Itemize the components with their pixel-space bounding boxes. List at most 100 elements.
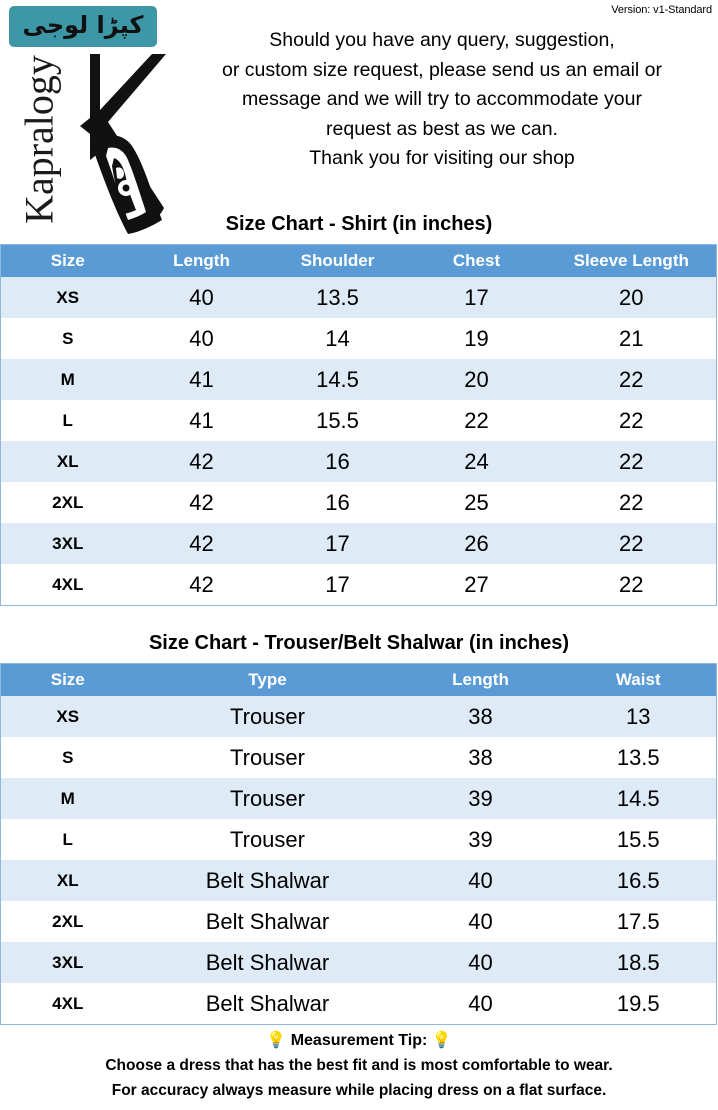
table-row: L 41 15.5 22 22 [0, 400, 717, 441]
cell-waist: 14.5 [560, 778, 717, 819]
column-header-length: Length [134, 244, 269, 277]
measurement-tip-heading: 💡 Measurement Tip: 💡 [0, 1028, 718, 1053]
cell-length: 40 [134, 318, 269, 359]
cell-shoulder: 15.5 [268, 400, 407, 441]
cell-sleeve: 20 [546, 277, 717, 318]
cell-sleeve: 22 [546, 359, 717, 400]
cell-size: XS [0, 277, 135, 318]
table-row: XL Belt Shalwar 40 16.5 [0, 860, 717, 901]
column-header-chest: Chest [406, 244, 547, 277]
ornamental-k-icon [80, 54, 166, 234]
cell-length: 40 [400, 942, 561, 983]
intro-line: or custom size request, please send us a… [221, 58, 663, 81]
column-header-type: Type [134, 663, 401, 696]
table-row: 4XL Belt Shalwar 40 19.5 [0, 983, 717, 1025]
cell-size: XL [0, 441, 135, 482]
table-row: XS Trouser 38 13 [0, 696, 717, 737]
column-header-size: Size [0, 244, 135, 277]
cell-waist: 13.5 [560, 737, 717, 778]
cell-shoulder: 17 [268, 564, 407, 606]
table-row: M 41 14.5 20 22 [0, 359, 717, 400]
cell-size: 2XL [0, 901, 135, 942]
cell-shoulder: 16 [268, 441, 407, 482]
cell-chest: 17 [406, 277, 547, 318]
cell-type: Trouser [134, 819, 401, 860]
cell-size: 2XL [0, 482, 135, 523]
intro-line: message and we will try to accommodate y… [242, 88, 642, 110]
table-header-row: Size Length Shoulder Chest Sleeve Length [0, 244, 717, 277]
cell-shoulder: 16 [268, 482, 407, 523]
cell-length: 42 [134, 564, 269, 606]
cell-shoulder: 14 [268, 318, 407, 359]
cell-sleeve: 21 [546, 318, 717, 359]
cell-size: 3XL [0, 942, 135, 983]
cell-length: 39 [400, 819, 561, 860]
cell-sleeve: 22 [546, 523, 717, 564]
shirt-chart-title: Size Chart - Shirt (in inches) [225, 213, 493, 235]
cell-sleeve: 22 [546, 564, 717, 606]
cell-chest: 27 [406, 564, 547, 606]
cell-type: Belt Shalwar [134, 942, 401, 983]
shirt-size-table: Size Length Shoulder Chest Sleeve Length… [0, 244, 717, 606]
cell-length: 40 [400, 983, 561, 1025]
cell-length: 40 [134, 277, 269, 318]
table-row: 2XL Belt Shalwar 40 17.5 [0, 901, 717, 942]
cell-type: Trouser [134, 696, 401, 737]
lightbulb-icon-right: 💡 [431, 1030, 452, 1049]
cell-length: 38 [400, 696, 561, 737]
cell-waist: 16.5 [560, 860, 717, 901]
brand-logo: کپڑا لوجی Kapralogy [0, 4, 170, 239]
intro-line: Should you have any query, suggestion, [269, 29, 615, 51]
cell-size: XS [0, 696, 135, 737]
table-row: L Trouser 39 15.5 [0, 819, 717, 860]
table-row: 3XL 42 17 26 22 [0, 523, 717, 564]
cell-size: 3XL [0, 523, 135, 564]
cell-waist: 15.5 [560, 819, 717, 860]
cell-length: 38 [400, 737, 561, 778]
cell-length: 40 [400, 901, 561, 942]
brand-badge: کپڑا لوجی [9, 6, 157, 47]
cell-size: L [0, 400, 135, 441]
cell-chest: 22 [406, 400, 547, 441]
cell-chest: 25 [406, 482, 547, 523]
table-row: 3XL Belt Shalwar 40 18.5 [0, 942, 717, 983]
cell-chest: 26 [406, 523, 547, 564]
cell-waist: 19.5 [560, 983, 717, 1025]
cell-waist: 13 [560, 696, 717, 737]
cell-shoulder: 13.5 [268, 277, 407, 318]
cell-type: Belt Shalwar [134, 983, 401, 1025]
cell-length: 42 [134, 441, 269, 482]
footer-tip-line: For accuracy always measure while placin… [111, 1082, 607, 1099]
table-row: S 40 14 19 21 [0, 318, 717, 359]
table-row: 4XL 42 17 27 22 [0, 564, 717, 606]
cell-chest: 20 [406, 359, 547, 400]
cell-type: Trouser [134, 778, 401, 819]
column-header-sleeve-length: Sleeve Length [546, 244, 717, 277]
table-row: 2XL 42 16 25 22 [0, 482, 717, 523]
cell-length: 39 [400, 778, 561, 819]
brand-badge-text: کپڑا لوجی [22, 11, 144, 39]
cell-shoulder: 17 [268, 523, 407, 564]
cell-waist: 18.5 [560, 942, 717, 983]
cell-chest: 24 [406, 441, 547, 482]
intro-line: Thank you for visiting our shop [309, 147, 575, 169]
cell-sleeve: 22 [546, 482, 717, 523]
cell-chest: 19 [406, 318, 547, 359]
trouser-chart-title: Size Chart - Trouser/Belt Shalwar (in in… [148, 632, 570, 654]
cell-size: M [0, 778, 135, 819]
footer-measurement-tip: 💡 Measurement Tip: 💡 Choose a dress that… [0, 1028, 718, 1103]
cell-length: 41 [134, 400, 269, 441]
intro-message: Should you have any query, suggestion, o… [168, 26, 716, 174]
table-row: M Trouser 39 14.5 [0, 778, 717, 819]
table-row: XL 42 16 24 22 [0, 441, 717, 482]
footer-tip-line: Choose a dress that has the best fit and… [105, 1057, 613, 1074]
cell-size: S [0, 737, 135, 778]
cell-length: 41 [134, 359, 269, 400]
column-header-shoulder: Shoulder [268, 244, 407, 277]
table-header-row: Size Type Length Waist [0, 663, 717, 696]
table-row: XS 40 13.5 17 20 [0, 277, 717, 318]
trouser-size-table: Size Type Length Waist XS Trouser 38 13 … [0, 663, 717, 1025]
cell-size: 4XL [0, 564, 135, 606]
cell-shoulder: 14.5 [268, 359, 407, 400]
measurement-tip-label: Measurement Tip: [290, 1032, 428, 1049]
